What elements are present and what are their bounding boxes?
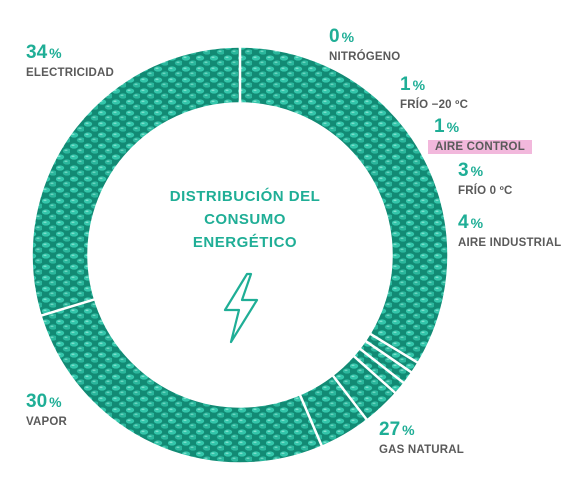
percent-sign: % bbox=[49, 45, 62, 61]
lightning-bolt-icon bbox=[223, 272, 259, 344]
segment-category: VAPOR bbox=[26, 416, 68, 428]
segment-category: FRÍO −20 ºC bbox=[400, 99, 469, 111]
segment-value: 27 bbox=[379, 419, 401, 440]
percent-sign: % bbox=[49, 394, 62, 410]
segment-value: 34 bbox=[26, 42, 48, 63]
percent-sign: % bbox=[412, 77, 426, 93]
percent-sign: % bbox=[402, 422, 415, 438]
donut-segments bbox=[32, 46, 420, 463]
percent-sign: % bbox=[446, 119, 460, 135]
highlighted-category: AIRE CONTROL bbox=[428, 140, 532, 154]
center-title-line: DISTRIBUCIÓN DEL bbox=[169, 188, 321, 205]
segment-category: GAS NATURAL bbox=[379, 444, 465, 456]
segment-separator bbox=[363, 339, 414, 375]
center-title-line: CONSUMO bbox=[204, 211, 286, 228]
segment-separator bbox=[352, 354, 398, 395]
center-title-line: ENERGÉTICO bbox=[192, 234, 298, 251]
segment-value: 30 bbox=[26, 391, 48, 412]
segment-separator bbox=[39, 297, 96, 318]
donut-segment bbox=[32, 47, 240, 316]
center-title: DISTRIBUCIÓN DEL CONSUMO ENERGÉTICO bbox=[145, 185, 345, 254]
segment-category: AIRE INDUSTRIAL bbox=[458, 237, 562, 249]
segment-label-vapor: 30% VAPOR bbox=[26, 392, 67, 429]
segment-value: 1 bbox=[434, 116, 445, 137]
segment-value: 3 bbox=[458, 160, 469, 181]
segment-category: FRÍO 0 ºC bbox=[458, 185, 513, 197]
segment-value: 1 bbox=[400, 74, 411, 95]
segment-label-frio-0: 3% FRÍO 0 ºC bbox=[458, 161, 513, 198]
segment-value: 4 bbox=[458, 212, 469, 233]
segment-separator bbox=[331, 373, 369, 422]
segment-value: 0 bbox=[329, 26, 340, 47]
ring-border bbox=[87, 102, 393, 408]
percent-sign: % bbox=[470, 215, 484, 231]
segment-separator bbox=[298, 393, 324, 448]
segment-label-frio-20: 1% FRÍO −20 ºC bbox=[400, 75, 468, 112]
donut-segment bbox=[41, 299, 322, 463]
segment-category: NITRÓGENO bbox=[329, 51, 401, 63]
segment-separator bbox=[358, 346, 406, 385]
segment-label-gas-natural: 27% GAS NATURAL bbox=[379, 420, 464, 457]
segment-label-aire-industrial: 4% AIRE INDUSTRIAL bbox=[458, 213, 561, 250]
segment-category: ELECTRICIDAD bbox=[26, 67, 115, 79]
percent-sign: % bbox=[341, 29, 355, 45]
segment-separator bbox=[368, 332, 420, 365]
percent-sign: % bbox=[470, 163, 484, 179]
segment-label-aire-control: 1% AIRE CONTROL bbox=[428, 117, 532, 154]
segment-label-nitrogeno: 0% NITRÓGENO bbox=[329, 27, 400, 64]
segment-label-electricidad: 34% ELECTRICIDAD bbox=[26, 43, 114, 80]
